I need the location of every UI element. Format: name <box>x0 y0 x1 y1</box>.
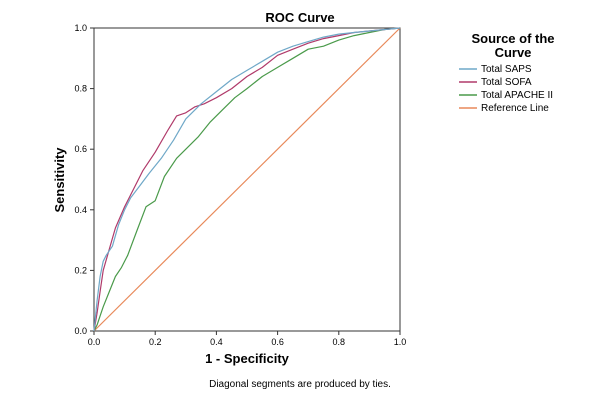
y-tick-label: 1.0 <box>74 23 87 33</box>
x-axis-ticks: 0.0 0.2 0.4 0.6 0.8 1.0 <box>88 331 407 347</box>
y-tick-label: 0.0 <box>74 326 87 336</box>
footnote: Diagonal segments are produced by ties. <box>209 379 391 390</box>
x-tick-label: 0.8 <box>333 337 346 347</box>
series-line-total-apache-ii <box>93 27 401 332</box>
y-axis-label: Sensitivity <box>52 147 67 213</box>
legend-label: Reference Line <box>481 103 549 114</box>
y-tick-label: 0.4 <box>74 205 87 215</box>
legend: Total SAPS Total SOFA Total APACHE II Refer… <box>459 64 553 114</box>
x-tick-label: 0.2 <box>149 337 162 347</box>
series-line-total-saps <box>93 27 401 332</box>
series-line-reference-line <box>93 27 401 332</box>
x-axis-label: 1 - Specificity <box>205 351 290 366</box>
chart-title: ROC Curve <box>265 10 334 25</box>
y-tick-label: 0.6 <box>74 144 87 154</box>
series-lines <box>93 27 401 332</box>
legend-label: Total SOFA <box>481 77 532 88</box>
x-tick-label: 0.4 <box>210 337 223 347</box>
y-axis-ticks: 0.0 0.2 0.4 0.6 0.8 1.0 <box>74 23 94 336</box>
y-tick-label: 0.2 <box>74 265 87 275</box>
legend-label: Total APACHE II <box>481 90 553 101</box>
legend-title: Source of the Curve <box>471 31 554 60</box>
x-tick-label: 0.6 <box>271 337 284 347</box>
x-tick-label: 1.0 <box>394 337 407 347</box>
y-tick-label: 0.8 <box>74 84 87 94</box>
plot-frame <box>93 27 401 332</box>
legend-label: Total SAPS <box>481 64 532 75</box>
x-tick-label: 0.0 <box>88 337 101 347</box>
